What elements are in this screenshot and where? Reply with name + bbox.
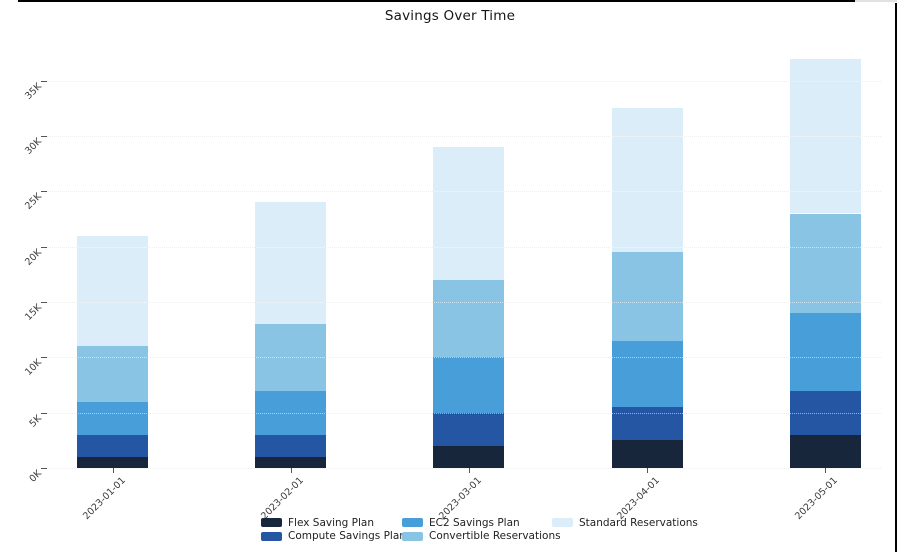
legend-swatch xyxy=(402,518,423,527)
bar-segment-flex-saving-plan[interactable] xyxy=(255,456,327,468)
legend-swatch xyxy=(261,518,282,527)
y-axis-tick-label: 15K xyxy=(23,302,44,323)
y-axis-tick-mark xyxy=(41,80,47,82)
bar-segment-flex-saving-plan[interactable] xyxy=(611,440,683,468)
x-axis-tick-mark xyxy=(647,468,649,473)
bar-segment-ec2-savings-plan[interactable] xyxy=(789,313,861,391)
bar-segment-standard-reservations[interactable] xyxy=(433,147,505,280)
x-axis-tick-label: 2023-04-01 xyxy=(615,475,662,522)
y-axis-tick-label: 10K xyxy=(23,357,44,379)
legend-label: Compute Savings Plan xyxy=(288,530,406,542)
bar-segment-ec2-savings-plan[interactable] xyxy=(611,340,683,408)
x-axis-tick-mark xyxy=(290,468,292,473)
bar-segment-ec2-savings-plan[interactable] xyxy=(77,401,148,435)
bar-segment-standard-reservations[interactable] xyxy=(789,58,861,214)
y-axis-tick-label: 20K xyxy=(23,246,44,268)
y-axis-tick-label: 25K xyxy=(23,191,44,213)
bar-segment-compute-savings-plan[interactable] xyxy=(77,434,148,457)
legend-item-standard-reservations[interactable]: Standard Reservations xyxy=(552,517,698,529)
y-axis-tick-label: 35K xyxy=(23,80,44,102)
x-axis-tick-label: 2023-05-01 xyxy=(793,475,841,522)
bar-segment-standard-reservations[interactable] xyxy=(611,108,683,253)
gridline-overlay xyxy=(47,357,881,359)
bar-segment-compute-savings-plan[interactable] xyxy=(433,412,505,446)
bar-segment-flex-saving-plan[interactable] xyxy=(77,456,148,468)
window-border-right-line xyxy=(895,3,897,552)
bar-segment-compute-savings-plan[interactable] xyxy=(255,434,327,457)
y-axis-tick-mark xyxy=(41,468,47,469)
gridline-overlay xyxy=(47,412,881,414)
y-axis-tick-label: 30K xyxy=(23,136,44,157)
window-border-top-line-light xyxy=(855,0,897,2)
x-axis-tick-mark xyxy=(825,468,827,473)
chart-title: Savings Over Time xyxy=(384,8,516,24)
y-axis-tick-mark xyxy=(41,246,47,248)
legend-label: Standard Reservations xyxy=(579,516,698,529)
gridline-overlay xyxy=(47,80,881,82)
bar-segment-convertible-reservations[interactable] xyxy=(611,252,683,341)
gridline-overlay xyxy=(47,302,881,303)
y-axis-tick-mark xyxy=(41,136,47,138)
bar-segment-convertible-reservations[interactable] xyxy=(433,279,505,358)
legend-swatch xyxy=(402,531,423,541)
legend-swatch xyxy=(261,531,282,541)
legend-label: Flex Saving Plan xyxy=(288,516,375,529)
gridline-overlay xyxy=(47,246,881,248)
gridline-overlay xyxy=(47,468,881,469)
bar-segment-flex-saving-plan[interactable] xyxy=(433,445,505,468)
x-axis-tick-label: 2023-01-01 xyxy=(80,475,128,522)
bar-segment-compute-savings-plan[interactable] xyxy=(611,407,683,441)
bar-segment-convertible-reservations[interactable] xyxy=(255,324,327,391)
legend-item-flex-saving-plan[interactable]: Flex Saving Plan xyxy=(261,517,374,529)
window-border-top-line xyxy=(18,0,855,2)
y-axis-tick-mark xyxy=(41,191,47,193)
x-axis-tick-label: 2023-02-01 xyxy=(258,475,306,522)
legend-item-ec2-savings-plan[interactable]: EC2 Savings Plan xyxy=(402,517,520,529)
gridline-overlay xyxy=(47,191,881,193)
legend-swatch xyxy=(552,518,573,527)
bar-segment-compute-savings-plan[interactable] xyxy=(789,390,861,435)
bar-segment-standard-reservations[interactable] xyxy=(255,202,327,325)
y-axis-tick-mark xyxy=(41,412,47,414)
y-axis-tick-mark xyxy=(41,302,47,303)
bar-segment-ec2-savings-plan[interactable] xyxy=(255,390,327,435)
bar-segment-convertible-reservations[interactable] xyxy=(789,213,861,314)
legend-item-compute-savings-plan[interactable]: Compute Savings Plan xyxy=(261,530,406,542)
gridline-overlay xyxy=(47,136,881,138)
legend-item-convertible-reservations[interactable]: Convertible Reservations xyxy=(402,530,561,542)
bar-segment-convertible-reservations[interactable] xyxy=(77,346,148,402)
legend-label: EC2 Savings Plan xyxy=(429,516,520,529)
y-axis-tick-mark xyxy=(41,357,47,359)
legend-label: Convertible Reservations xyxy=(429,530,561,542)
bar-segment-ec2-savings-plan[interactable] xyxy=(433,357,505,413)
bar-segment-flex-saving-plan[interactable] xyxy=(789,434,861,468)
bar-segment-standard-reservations[interactable] xyxy=(77,235,148,347)
x-axis-tick-label: 2023-03-01 xyxy=(436,475,484,522)
x-axis-tick-mark xyxy=(468,468,470,473)
y-axis-tick-label: 5K xyxy=(27,412,44,430)
y-axis-tick-label: 0K xyxy=(27,468,44,485)
x-axis-tick-mark xyxy=(112,468,114,473)
